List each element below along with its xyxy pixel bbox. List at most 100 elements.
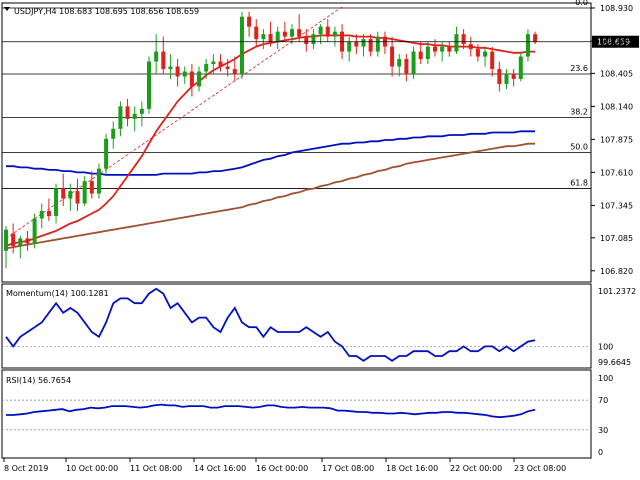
candle-bear: [368, 39, 373, 52]
price-axis[interactable]: 108.930 108.665 108.405 108.140 107.875 107.6…: [591, 4, 633, 276]
candle-bear: [225, 66, 230, 70]
rsi-panel-frame: [1, 369, 592, 459]
momentum-indicator: 101.2372 100 99.6645: [2, 287, 636, 367]
candle-bear: [89, 181, 94, 194]
current-price-value: 108.659: [597, 38, 630, 47]
candle-bear: [468, 44, 473, 50]
candle-bull: [132, 113, 137, 119]
fib-level-label: 61.8: [570, 179, 588, 188]
ma-slow-line: [5, 142, 536, 250]
ma-fast-line: [5, 34, 536, 247]
candle-bear: [447, 46, 452, 52]
candle-bear: [247, 16, 252, 27]
candle-bull: [104, 138, 109, 169]
price-tick-label: 107.875: [600, 135, 633, 144]
time-tick-label: 8 Oct 2019: [4, 464, 48, 473]
candle-bull: [139, 108, 144, 114]
candle-bear: [490, 51, 495, 70]
ma-mid-line: [6, 130, 536, 176]
fib-level-label: 38.2: [570, 108, 588, 117]
candle-bull: [361, 39, 366, 47]
moving-averages: [5, 34, 536, 250]
candle-bull: [82, 181, 87, 204]
candle-bear: [232, 69, 237, 74]
candle-bull: [4, 229, 8, 251]
momentum-tick-label: 100: [598, 342, 613, 351]
candle-bull: [18, 238, 23, 246]
candle-bear: [404, 59, 409, 74]
rsi-tick-label: 70: [598, 396, 608, 405]
candle-bull: [425, 46, 430, 60]
candle-bull: [32, 218, 37, 244]
momentum-title: Momentum(14) 100.1281: [6, 289, 109, 298]
time-tick-label: 16 Oct 00:00: [256, 464, 308, 473]
candle-bull: [504, 73, 509, 84]
price-tick-label: 107.085: [600, 234, 633, 243]
candle-bull: [182, 71, 187, 77]
time-tick-label: 22 Oct 00:00: [450, 464, 502, 473]
rsi-tick-label: 100: [598, 374, 613, 383]
fib-level-label: 50.0: [570, 142, 588, 151]
candle-bull: [154, 51, 159, 62]
rsi-tick-label: 30: [598, 426, 608, 435]
candle-bull: [440, 46, 445, 52]
candle-bull: [39, 211, 44, 219]
triangle-down-icon[interactable]: [4, 7, 10, 11]
time-tick-label: 14 Oct 16:00: [194, 464, 246, 473]
candle-bear: [533, 34, 538, 42]
candle-bear: [218, 61, 223, 67]
candle-bear: [25, 238, 30, 244]
current-price-line: 108.659: [2, 35, 639, 48]
candle-bull: [239, 16, 244, 74]
candle-bull: [54, 188, 59, 216]
candle-bull: [68, 191, 73, 199]
symbol-header: USDJPY,H4 108.683 108.695 108.656 108.65…: [14, 7, 199, 16]
candle-bull: [118, 106, 123, 129]
candle-bear: [304, 36, 309, 45]
candle-bear: [175, 66, 180, 77]
candle-bull: [411, 51, 416, 74]
candle-bear: [461, 34, 466, 45]
price-tick-label: 108.405: [600, 69, 633, 78]
main-chart-frame: [1, 2, 592, 283]
time-tick-label: 17 Oct 08:00: [322, 464, 374, 473]
momentum-tick-label: 101.2372: [598, 287, 636, 296]
momentum-line: [5, 287, 536, 362]
candle-bear: [418, 51, 423, 60]
candle-bull: [111, 128, 116, 139]
candle-bull: [275, 31, 280, 42]
candle-bull: [454, 34, 459, 52]
rsi-line: [6, 403, 536, 419]
candle-bull: [204, 64, 209, 72]
candle-bull: [147, 61, 151, 109]
candle-bear: [511, 73, 516, 79]
candle-bear: [125, 106, 130, 119]
candle-bear: [497, 69, 502, 84]
current-price-tag: [592, 35, 639, 48]
trend-line: [5, 5, 344, 239]
time-axis[interactable]: 8 Oct 2019 10 Oct 00:00 11 Oct 08:00 14 Oct…: [3, 458, 566, 473]
candle-bear: [254, 26, 259, 40]
candle-bull: [168, 66, 173, 70]
candle-bull: [347, 41, 352, 52]
candle-bear: [268, 34, 273, 42]
candle-bear: [11, 233, 16, 246]
price-tick-label: 107.610: [600, 168, 633, 177]
candle-bear: [46, 211, 51, 216]
candle-bear: [297, 29, 302, 37]
candle-bear: [282, 31, 287, 37]
candlesticks: [4, 11, 538, 269]
candle-bull: [375, 36, 380, 52]
candle-bear: [161, 51, 166, 70]
time-tick-label: 23 Oct 08:00: [514, 464, 566, 473]
candle-bear: [61, 188, 66, 199]
price-tick-label: 108.140: [600, 102, 633, 111]
price-tick-label: 108.665: [600, 37, 633, 46]
candle-bull: [525, 34, 530, 57]
candle-bear: [75, 191, 80, 204]
candle-bull: [397, 59, 402, 67]
candle-bear: [354, 41, 359, 47]
fib-level-label: 23.6: [570, 64, 588, 73]
